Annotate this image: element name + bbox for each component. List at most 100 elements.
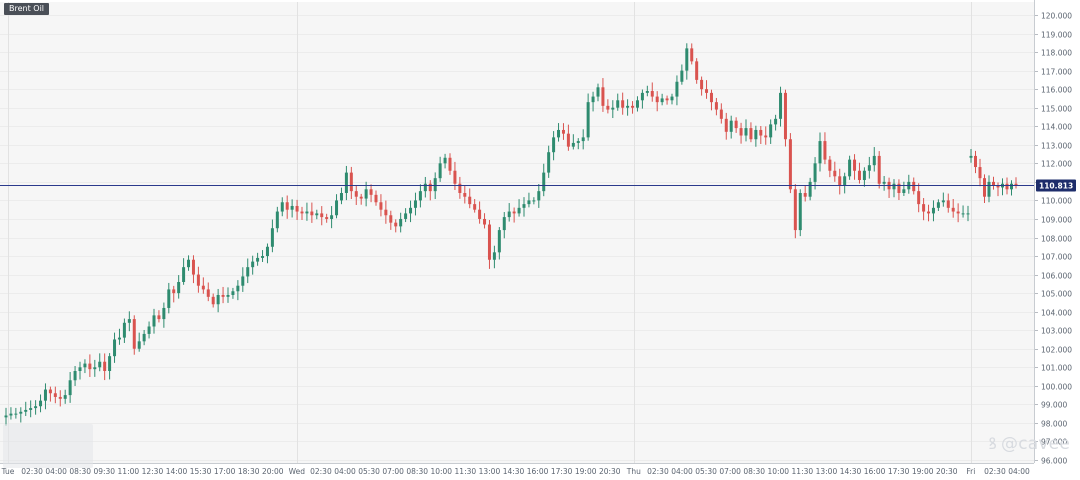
symbol-label: Brent Oil (4, 3, 50, 15)
candle-body (547, 152, 551, 173)
candle-body (974, 155, 977, 168)
candle-body (300, 211, 304, 214)
candle-body (650, 91, 654, 97)
candle-body (127, 319, 131, 323)
x-tick-label: 17:00 (214, 467, 236, 476)
y-tick-label: 112.000 (1041, 160, 1072, 169)
y-tick-label: 117.000 (1041, 68, 1072, 77)
candle-body (557, 129, 561, 138)
candle-body (552, 137, 556, 153)
candle-body (191, 259, 195, 275)
candle-body (788, 139, 792, 190)
x-tick-label: 07:00 (382, 467, 404, 476)
candle-body (690, 48, 694, 62)
candle-body (601, 87, 605, 106)
candle-body (201, 285, 205, 290)
x-tick-label: 04:00 (1008, 467, 1030, 476)
candle-body (532, 200, 536, 202)
candle-body (941, 200, 945, 203)
candle-body (917, 191, 921, 205)
candle-body (992, 181, 995, 186)
candle-body (256, 257, 260, 262)
candle-body (744, 128, 748, 136)
candle-body (4, 415, 8, 418)
candle-body (399, 218, 403, 227)
candle-body (492, 252, 496, 260)
candle-body (522, 204, 526, 208)
candle-body (206, 289, 210, 297)
candle-body (695, 61, 699, 80)
candle-body (983, 178, 986, 197)
candle-body (418, 191, 422, 201)
watermark-text: @cavee (1001, 434, 1070, 454)
x-tick-label: 18:30 (238, 467, 260, 476)
y-axis-panel (1034, 0, 1080, 480)
candle-body (157, 315, 161, 320)
candle-body (339, 193, 343, 201)
candle-body (68, 380, 72, 396)
candle-body (586, 102, 590, 138)
candle-body (714, 102, 718, 110)
candle-body (389, 215, 393, 223)
candle-body (931, 207, 935, 214)
candle-body (433, 178, 437, 192)
candle-body (729, 120, 733, 132)
candle-body (675, 81, 679, 97)
y-tick-label: 108.000 (1041, 235, 1072, 244)
candle-body (591, 96, 595, 103)
candle-body (660, 98, 664, 103)
y-tick-label: 103.000 (1041, 327, 1072, 336)
y-tick-label: 102.000 (1041, 346, 1072, 355)
candle-body (936, 202, 940, 208)
candle-body (838, 176, 842, 186)
candle-body (764, 135, 768, 138)
candle-body (487, 224, 491, 260)
candle-body (320, 213, 324, 218)
candle-body (951, 207, 955, 212)
candle-body (142, 333, 146, 342)
candle-body (172, 289, 176, 294)
candle-body (912, 181, 916, 192)
candle-body (833, 170, 837, 177)
candle-body (596, 87, 600, 97)
x-tick-label: 08:30 (743, 467, 765, 476)
candle-body (769, 124, 773, 138)
y-tick-label: 114.000 (1041, 123, 1072, 132)
x-tick-label: 15:30 (190, 467, 212, 476)
watermark-logo-icon: ꝸ (988, 434, 998, 453)
candle-body (132, 319, 136, 349)
candle-body (122, 322, 126, 338)
candle-body (182, 267, 186, 282)
candle-body (43, 389, 47, 401)
x-tick-label: 12:30 (142, 467, 164, 476)
candles (4, 43, 1018, 426)
x-tick-label: 02:30 (984, 467, 1006, 476)
candle-body (700, 79, 704, 90)
candle-body (1014, 183, 1018, 186)
candle-body (616, 100, 620, 108)
faded-logo (3, 424, 93, 468)
candle-body (241, 276, 245, 286)
y-tick-label: 101.000 (1041, 364, 1072, 373)
x-tick-label: 14:30 (503, 467, 525, 476)
candle-body (517, 207, 521, 214)
candle-body (39, 400, 43, 407)
x-tick-label: 11:30 (792, 467, 814, 476)
candle-body (265, 246, 269, 257)
candle-body (862, 170, 866, 181)
candle-body (93, 367, 97, 370)
candle-body (897, 183, 901, 193)
candle-body (783, 92, 787, 140)
candle-body (719, 109, 723, 119)
candle-body (98, 361, 102, 368)
candle-body (872, 155, 876, 166)
candle-body (275, 211, 279, 229)
y-tick-label: 99.000 (1041, 401, 1067, 410)
candle-body (246, 267, 250, 277)
candle-body (325, 217, 329, 219)
y-tick-label: 106.000 (1041, 272, 1072, 281)
current-price-badge (1036, 179, 1076, 192)
candle-body (640, 92, 644, 101)
